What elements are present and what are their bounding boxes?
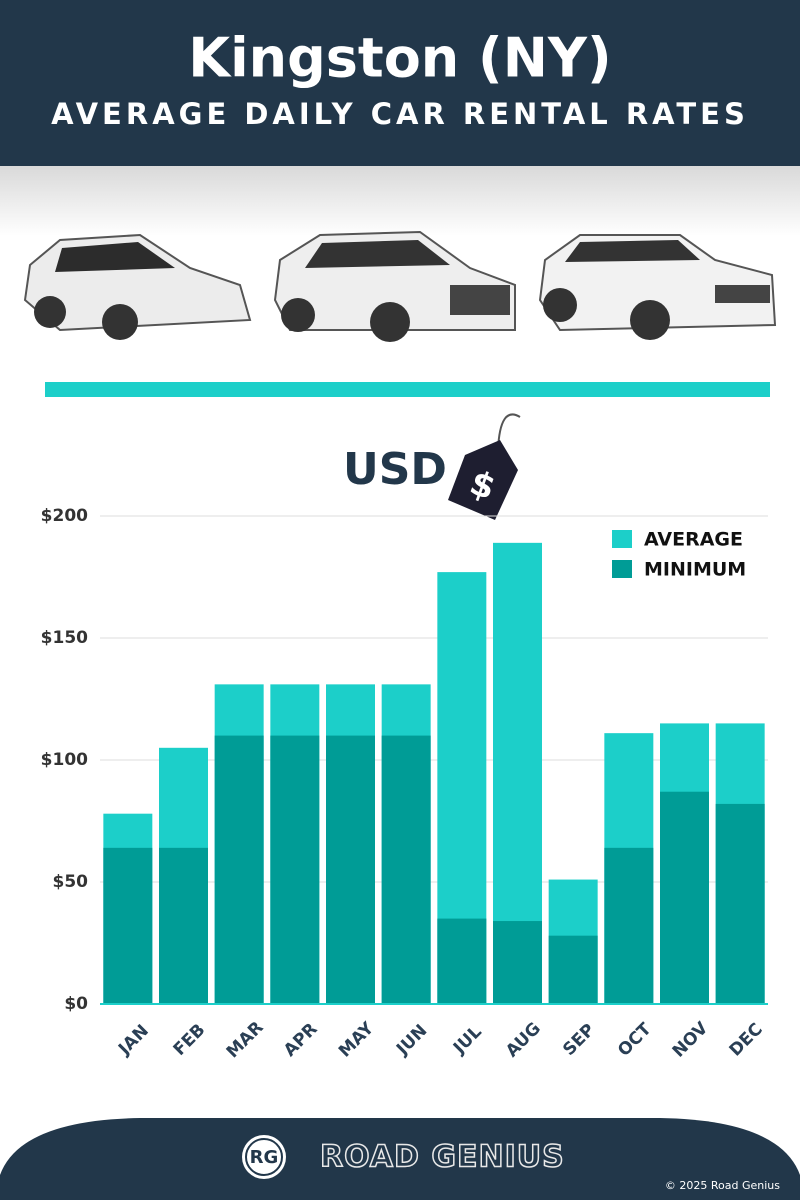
price-tag: $ <box>448 413 521 520</box>
legend-label: AVERAGE <box>644 529 743 551</box>
legend-swatch <box>612 530 632 548</box>
title: Kingston (NY) <box>188 27 611 90</box>
x-tick-label: APR <box>280 1019 322 1061</box>
bar <box>437 918 487 1004</box>
bar <box>214 735 264 1004</box>
x-tick-label: FEB <box>170 1020 210 1060</box>
y-tick-label: $150 <box>41 628 88 648</box>
subtitle: AVERAGE DAILY CAR RENTAL RATES <box>51 97 749 131</box>
car <box>538 234 777 340</box>
bar <box>548 935 598 1004</box>
brand: ROAD GENIUS <box>320 1140 565 1175</box>
bar <box>660 791 709 1004</box>
y-tick-label: $0 <box>64 994 88 1014</box>
legend-swatch <box>612 560 632 578</box>
legend-label: MINIMUM <box>644 559 746 581</box>
bar <box>270 735 320 1004</box>
header-band <box>0 0 800 166</box>
logo-ring <box>245 1138 283 1176</box>
x-tick-label: SEP <box>559 1020 599 1060</box>
bar <box>103 847 153 1004</box>
header-fade <box>0 166 800 236</box>
logo-circle <box>242 1135 286 1179</box>
bar <box>326 735 375 1004</box>
y-tick-label: $100 <box>41 750 88 770</box>
x-tick-label: AUG <box>502 1019 545 1062</box>
copyright: © 2025 Road Genius <box>665 1179 780 1192</box>
x-tick-label: JUN <box>392 1021 431 1060</box>
bar <box>493 921 542 1004</box>
car-images <box>23 230 777 342</box>
y-tick-label: $200 <box>41 506 88 526</box>
currency-unit: USD <box>343 444 447 495</box>
x-tick-label: OCT <box>614 1019 656 1061</box>
x-tick-label: JAN <box>114 1021 153 1060</box>
x-tick-label: DEC <box>726 1019 767 1060</box>
bar <box>604 847 654 1004</box>
chart: $0 $50 $100 $150 $200 JAN FEB MAR APR MAY JUN JUL AU… <box>41 506 768 1062</box>
bar <box>715 803 765 1004</box>
bar <box>159 847 208 1004</box>
x-tick-label: MAY <box>335 1018 378 1061</box>
logo: RG <box>250 1147 279 1168</box>
divider <box>45 382 770 397</box>
bar <box>381 735 431 1004</box>
x-tick-label: MAR <box>223 1018 268 1063</box>
car <box>273 230 516 342</box>
x-tick-label: JUL <box>449 1022 486 1059</box>
y-tick-label: $50 <box>53 872 89 892</box>
footer-band <box>0 1118 800 1200</box>
car <box>23 233 252 340</box>
x-tick-label: NOV <box>669 1018 713 1062</box>
